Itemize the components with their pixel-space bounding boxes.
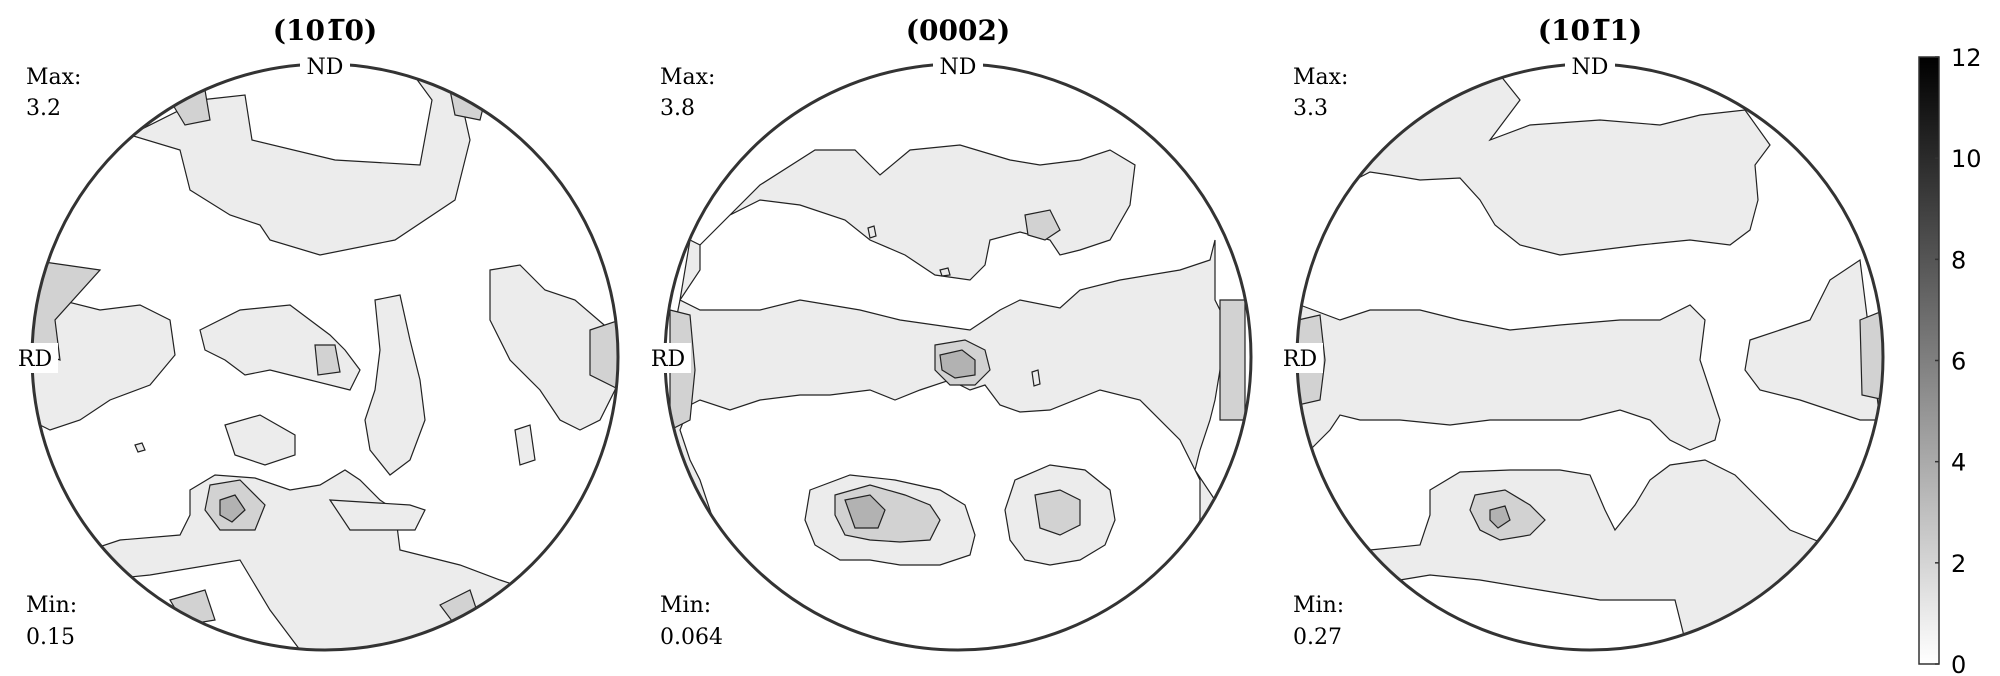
contour-region (1299, 304, 1721, 462)
pole-figure-1-contours (32, 69, 618, 650)
pole-figure-3-nd-label: ND (1572, 55, 1609, 80)
contour-region (699, 144, 1136, 281)
pole-figure-3-contours (1297, 74, 1883, 650)
pole-figure-1-max-label: Max: (26, 65, 81, 90)
pole-figure-3-rd-label: RD (1283, 347, 1317, 372)
pole-figure-2-min-value: 0.064 (660, 625, 723, 650)
pole-figure-1-min-value: 0.15 (26, 625, 75, 650)
contour-region (1744, 258, 1881, 421)
rd-label-backdrop (645, 343, 691, 373)
colorbar-tick-label: 2 (1951, 550, 1966, 578)
contour-region (589, 319, 618, 391)
contour-region (844, 494, 886, 529)
colorbar-ticks: 12 10 8 6 4 2 0 (1935, 44, 1982, 676)
pole-figure-1: (101̅0) ND RD Max: 3.2 (12, 14, 620, 652)
contour-region (328, 499, 426, 531)
pole-figure-2-contours (665, 144, 1246, 601)
contour-region (1024, 209, 1061, 241)
contour-region (364, 294, 426, 476)
colorbar-tick-label: 12 (1951, 44, 1982, 72)
nd-label-backdrop (1565, 52, 1615, 80)
rd-label-backdrop (12, 343, 58, 373)
contour-region (58, 469, 581, 650)
pole-figure-3-max-label: Max: (1293, 65, 1348, 90)
pole-figure-1-max-value: 3.2 (26, 96, 61, 121)
pole-figure-2-nd-label: ND (940, 55, 977, 80)
contour-region (665, 239, 1226, 601)
colorbar-tick-label: 6 (1951, 348, 1966, 376)
rd-label-backdrop (1277, 343, 1323, 373)
pole-figure-3-min-value: 0.27 (1293, 625, 1342, 650)
contour-region (1489, 505, 1511, 529)
pole-figure-2-max-value: 3.8 (660, 96, 695, 121)
contour-region (1034, 489, 1081, 536)
contour-region (489, 264, 618, 431)
colorbar-tick-label: 10 (1951, 145, 1982, 173)
nd-label-backdrop (300, 52, 350, 80)
pole-figure-3-title: (101̅1) (1538, 14, 1642, 47)
pole-figure-2: (0002) ND RD Max: 3.8 Min: 0.064 (645, 14, 1253, 652)
contour-region (1859, 309, 1883, 401)
contour-region (1309, 459, 1881, 650)
contour-region (32, 278, 176, 431)
contour-region (134, 442, 146, 453)
contour-region (224, 414, 296, 466)
contour-region (128, 69, 471, 256)
contour-region (314, 344, 341, 376)
pole-figure-2-max-label: Max: (660, 65, 715, 90)
contour-region (514, 424, 536, 466)
pole-figure-1-min-label: Min: (26, 593, 77, 618)
pole-figure-1-rd-label: RD (18, 347, 52, 372)
colorbar-tick-label: 0 (1951, 651, 1966, 676)
pole-figure-3-max-value: 3.3 (1293, 96, 1328, 121)
pole-figure-2-title: (0002) (906, 14, 1010, 47)
nd-label-backdrop (933, 52, 983, 80)
pole-figure-1-nd-label: ND (307, 55, 344, 80)
pole-figure-3-min-label: Min: (1293, 593, 1344, 618)
contour-region (1219, 299, 1246, 421)
pole-figure-2-rd-label: RD (651, 347, 685, 372)
contour-region (1031, 369, 1041, 387)
contour-region (219, 494, 246, 523)
contour-region (939, 267, 951, 277)
contour-region (939, 349, 976, 379)
colorbar-tick-label: 4 (1951, 449, 1966, 477)
pole-figure-2-min-label: Min: (660, 593, 711, 618)
colorbar-tick-label: 8 (1951, 246, 1966, 274)
pole-figure-1-title: (101̅0) (273, 14, 377, 47)
contour-region (867, 225, 877, 239)
pole-figure-3: (101̅1) ND RD Max: 3.3 Min: 0.27 (1277, 14, 1885, 652)
colorbar: 12 10 8 6 4 2 0 (1918, 44, 1982, 676)
